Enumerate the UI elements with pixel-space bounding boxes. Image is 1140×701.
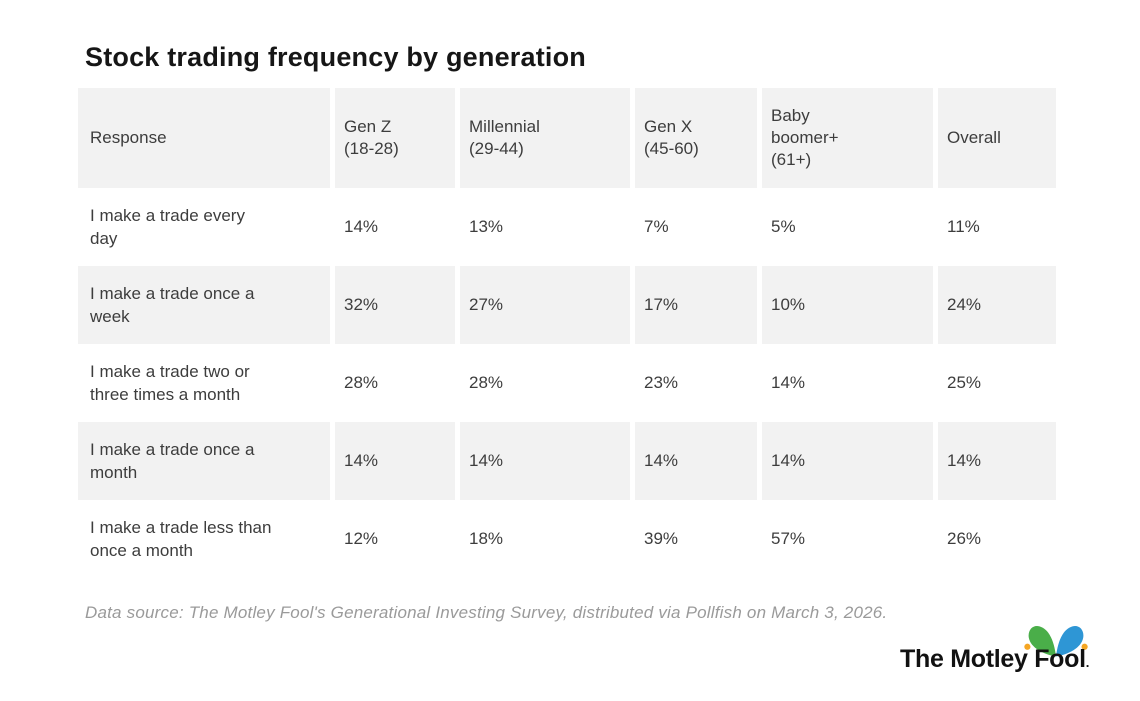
value-cell: 14% <box>335 422 455 500</box>
table-header-row: Response Gen Z (18-28) Millennial (29-44… <box>78 88 1056 188</box>
table-row: I make a trade two or three times a mont… <box>78 344 1056 422</box>
header-line: (45-60) <box>644 139 699 158</box>
column-header-baby-boomer: Baby boomer+ (61+) <box>762 88 933 188</box>
value-cell: 25% <box>947 373 982 392</box>
value-cell: 39% <box>644 529 679 548</box>
response-cell: I make a trade less than once a month <box>90 518 272 560</box>
header-line: (18-28) <box>344 139 399 158</box>
response-cell: I make a trade two or three times a mont… <box>90 362 250 404</box>
hat-right-lobe <box>1056 626 1084 657</box>
column-header-millennial: Millennial (29-44) <box>460 88 630 188</box>
value-cell: 32% <box>335 266 455 344</box>
response-cell: I make a trade every day <box>90 206 245 248</box>
value-cell: 23% <box>644 373 679 392</box>
value-cell: 7% <box>644 217 669 236</box>
value-cell: 13% <box>469 217 504 236</box>
value-cell: 11% <box>947 217 980 236</box>
value-cell: 27% <box>460 266 630 344</box>
logo-mark: . <box>1085 655 1090 670</box>
value-cell: 10% <box>762 266 933 344</box>
header-line: Overall <box>947 128 1001 147</box>
jester-hat-icon <box>1024 626 1088 657</box>
column-header-overall: Overall <box>938 88 1056 188</box>
header-line: Millennial <box>469 117 540 136</box>
header-line: boomer+ <box>771 128 839 147</box>
value-cell: 24% <box>938 266 1056 344</box>
table-row: I make a trade once a month 14% 14% 14% … <box>78 422 1056 500</box>
header-line: Baby <box>771 106 810 125</box>
value-cell: 28% <box>469 373 504 392</box>
value-cell: 5% <box>771 217 796 236</box>
value-cell: 14% <box>460 422 630 500</box>
value-cell: 57% <box>771 529 806 548</box>
column-header-gen-x: Gen X (45-60) <box>635 88 757 188</box>
frequency-table: Response Gen Z (18-28) Millennial (29-44… <box>78 88 1056 578</box>
value-cell: 14% <box>635 422 757 500</box>
header-line: (61+) <box>771 150 812 169</box>
header-line: Response <box>90 128 167 147</box>
response-cell: I make a trade once a month <box>78 422 330 500</box>
table-row: I make a trade less than once a month 12… <box>78 500 1056 578</box>
value-cell: 14% <box>762 422 933 500</box>
data-source-note: Data source: The Motley Fool's Generatio… <box>85 604 888 622</box>
header-line: (29-44) <box>469 139 524 158</box>
value-cell: 26% <box>947 529 982 548</box>
value-cell: 28% <box>344 373 379 392</box>
value-cell: 14% <box>771 373 806 392</box>
logo-text: The Motley Fool. <box>900 645 1090 673</box>
value-cell: 12% <box>344 529 379 548</box>
value-cell: 18% <box>469 529 504 548</box>
table-row: I make a trade every day 14% 13% 7% 5% 1… <box>78 188 1056 266</box>
page-title: Stock trading frequency by generation <box>85 42 586 72</box>
response-cell: I make a trade once a week <box>78 266 330 344</box>
table-row: I make a trade once a week 32% 27% 17% 1… <box>78 266 1056 344</box>
column-header-gen-z: Gen Z (18-28) <box>335 88 455 188</box>
hat-left-lobe <box>1028 626 1056 657</box>
header-line: Gen X <box>644 117 693 136</box>
value-cell: 17% <box>635 266 757 344</box>
header-line: Gen Z <box>344 117 392 136</box>
value-cell: 14% <box>344 217 379 236</box>
column-header-response: Response <box>78 88 330 188</box>
motley-fool-logo: The Motley Fool. <box>900 620 1096 676</box>
value-cell: 14% <box>938 422 1056 500</box>
